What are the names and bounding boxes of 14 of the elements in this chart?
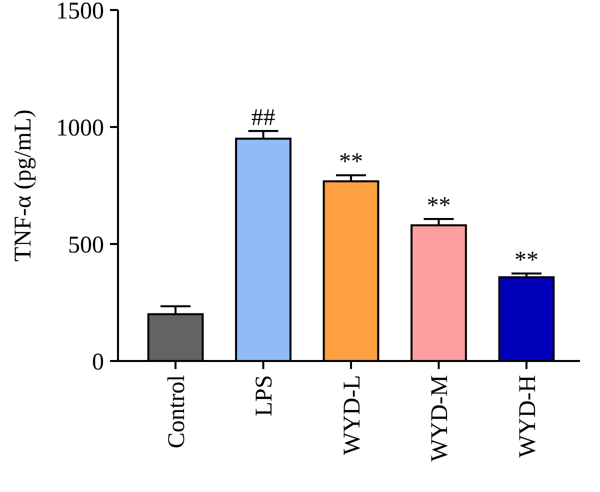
- annotation: **: [426, 192, 451, 219]
- x-tick-label: WYD-H: [514, 375, 541, 458]
- y-axis-title: TNF-α (pg/mL): [10, 110, 36, 262]
- y-tick-label: 0: [92, 349, 104, 376]
- x-tick-label: LPS: [252, 375, 278, 416]
- y-tick-label: 1000: [56, 115, 104, 142]
- x-tick-label: WYD-M: [427, 375, 454, 462]
- annotation: **: [514, 247, 538, 274]
- y-tick-label: 500: [68, 232, 104, 258]
- y-tick-label: 1500: [56, 0, 104, 24]
- x-tick-label: WYD-L: [339, 375, 366, 455]
- annotation: ##: [251, 104, 276, 131]
- annotation: **: [339, 149, 363, 176]
- x-tick-label: Control: [164, 374, 190, 448]
